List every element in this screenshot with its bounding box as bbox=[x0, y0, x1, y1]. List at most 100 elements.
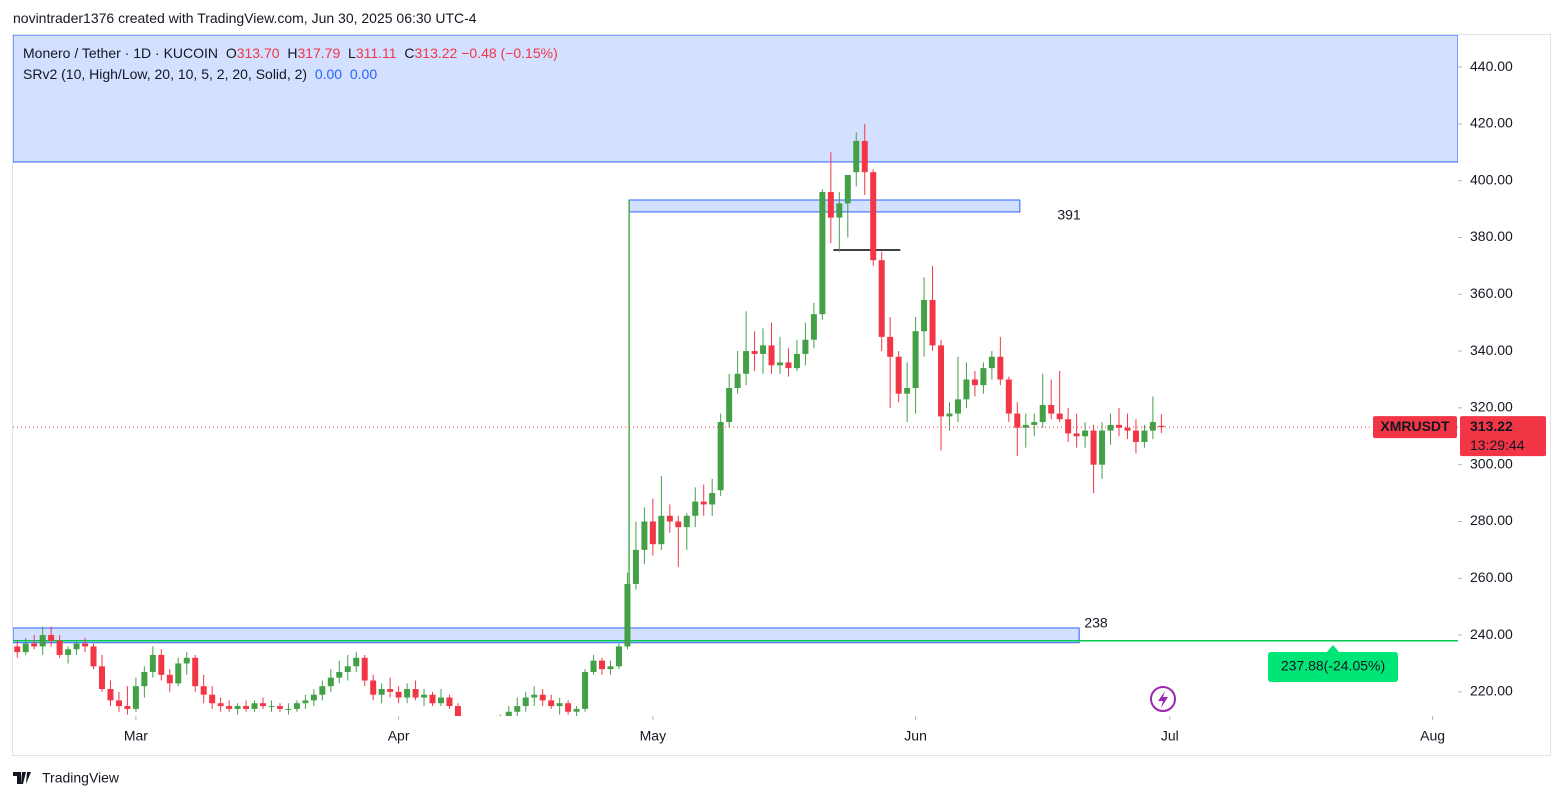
candle-body bbox=[200, 686, 207, 695]
target-label: 237.88(-24.05%) bbox=[1281, 658, 1385, 674]
candle-body bbox=[251, 703, 258, 709]
candle-body bbox=[726, 387, 733, 423]
candle-body bbox=[887, 336, 894, 357]
y-tick-label: 420.00 bbox=[1470, 115, 1513, 131]
candle-body bbox=[641, 521, 648, 550]
candle-body bbox=[132, 686, 139, 709]
candle-body bbox=[878, 260, 885, 337]
candle-body bbox=[700, 501, 707, 505]
candle-body bbox=[692, 501, 699, 516]
candle-body bbox=[243, 706, 250, 709]
candle-body bbox=[166, 674, 173, 684]
legend-item: C313.22 bbox=[397, 45, 458, 61]
legend-value: 313.22 bbox=[414, 45, 458, 61]
candle-body bbox=[209, 694, 216, 704]
candle-body bbox=[158, 654, 165, 675]
candle-body bbox=[590, 660, 597, 672]
candle-body bbox=[751, 351, 758, 354]
candle-body bbox=[217, 703, 224, 707]
y-tick-label: 340.00 bbox=[1470, 342, 1513, 358]
candle-body bbox=[319, 686, 326, 695]
candle-body bbox=[971, 379, 978, 386]
legend-line: Monero / Tether · 1D · KUCOIN O313.70 H3… bbox=[23, 45, 558, 61]
candle-body bbox=[260, 703, 267, 707]
symbol-label: XMRUSDT bbox=[1380, 418, 1450, 434]
logo bbox=[13, 772, 31, 784]
candle-body bbox=[65, 649, 72, 655]
candle-body bbox=[327, 677, 334, 687]
annotation: 391 bbox=[1057, 207, 1081, 223]
candle-body bbox=[124, 706, 131, 709]
y-tick-label: 400.00 bbox=[1470, 171, 1513, 187]
candle-body bbox=[234, 706, 241, 709]
candle-body bbox=[175, 663, 182, 684]
icon[interactable] bbox=[1150, 686, 1176, 712]
candle-body bbox=[115, 700, 122, 707]
candle-body bbox=[904, 387, 911, 394]
candle-body bbox=[938, 345, 945, 417]
candle-body bbox=[565, 703, 572, 712]
legend-item: L311.11 bbox=[340, 45, 397, 61]
candle-body bbox=[988, 356, 995, 369]
zone bbox=[13, 35, 1458, 163]
candle-body bbox=[548, 700, 555, 707]
candle-body bbox=[607, 666, 614, 670]
candle-body bbox=[1124, 427, 1131, 431]
candle-body bbox=[1014, 413, 1021, 428]
indicator-value: 0.00 bbox=[349, 66, 378, 82]
candle-body bbox=[1065, 419, 1072, 434]
y-tick-label: 440.00 bbox=[1470, 58, 1513, 74]
candle-body bbox=[1158, 425, 1165, 428]
candle-body bbox=[819, 192, 826, 315]
candle-body bbox=[539, 694, 546, 701]
candle-body bbox=[717, 422, 724, 491]
candle-body bbox=[1048, 405, 1055, 414]
candle-body bbox=[387, 689, 394, 692]
candle-body bbox=[666, 515, 673, 522]
price-label: 313.22 bbox=[1470, 418, 1513, 434]
candle-body bbox=[1132, 430, 1139, 442]
candle-body bbox=[463, 729, 469, 743]
candle-body bbox=[649, 521, 656, 545]
candle-body bbox=[514, 706, 521, 712]
icon-bolt bbox=[1158, 691, 1168, 708]
legend-symbol: Monero / Tether · 1D · KUCOIN bbox=[23, 45, 219, 61]
target-arrow bbox=[1326, 645, 1340, 653]
candle-body bbox=[378, 689, 385, 695]
candle-body bbox=[776, 362, 783, 366]
candle-body bbox=[929, 299, 936, 346]
candle-body bbox=[370, 680, 377, 695]
candle-body bbox=[489, 723, 495, 729]
y-tick-label: 240.00 bbox=[1470, 626, 1513, 642]
legend-item: O313.70 bbox=[218, 45, 280, 61]
candle-body bbox=[870, 172, 877, 261]
candle-body bbox=[56, 640, 63, 655]
legend-value: 317.79 bbox=[297, 45, 341, 61]
candle-body bbox=[429, 694, 436, 704]
header: novintrader1376 created with TradingView… bbox=[13, 10, 477, 26]
candle-body bbox=[734, 373, 741, 388]
y-tick-label: 320.00 bbox=[1470, 399, 1513, 415]
candle-body bbox=[836, 203, 843, 218]
candle-body bbox=[1090, 430, 1097, 465]
y-tick-label: 260.00 bbox=[1470, 569, 1513, 585]
x-tick-label: Aug bbox=[1420, 728, 1445, 744]
candle-body bbox=[421, 694, 428, 698]
candle-body bbox=[615, 646, 622, 667]
candle-body bbox=[1107, 424, 1114, 431]
candle-body bbox=[895, 356, 902, 394]
legend-value: 311.11 bbox=[355, 45, 397, 61]
candle-body bbox=[1039, 405, 1046, 423]
x-tick-label: May bbox=[640, 728, 666, 744]
x-tick-label: Jun bbox=[904, 728, 927, 744]
target-box bbox=[1268, 652, 1398, 682]
candle-body bbox=[997, 356, 1004, 380]
candle-body bbox=[793, 353, 800, 369]
candle-body bbox=[14, 646, 21, 653]
y-tick-label: 360.00 bbox=[1470, 285, 1513, 301]
zone bbox=[13, 627, 1080, 644]
countdown-label: 13:29:44 bbox=[1470, 437, 1525, 453]
legend-key: C bbox=[404, 45, 415, 61]
brand: TradingView bbox=[42, 770, 120, 786]
